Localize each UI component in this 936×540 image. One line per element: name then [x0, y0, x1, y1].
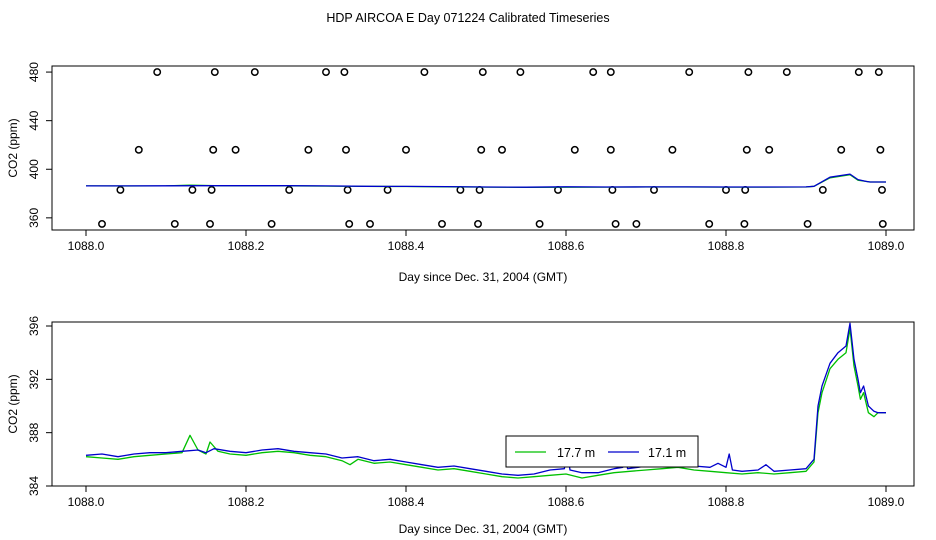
top-panel-outlier-point	[209, 145, 218, 154]
top-panel-y-tick-label: 480	[27, 62, 41, 82]
top-panel-outlier-point	[516, 68, 525, 77]
legend-label-17-1-m: 17.1 m	[648, 446, 686, 460]
top-panel-outlier-point	[210, 68, 219, 77]
top-panel: 1088.0 1088.2 1088.4 1088.6 1088.8 1089.0 360…	[6, 62, 915, 284]
top-panel-frame	[51, 65, 915, 231]
top-panel-outlier-point	[153, 68, 162, 77]
top-panel-outlier-point	[606, 145, 615, 154]
top-panel-outlier-point	[340, 68, 349, 77]
top-panel-y-tick-label: 360	[27, 208, 41, 228]
bottom-panel-x-tick-label: 1088.0	[68, 495, 105, 509]
top-panel-outlier-point	[366, 219, 374, 228]
top-panel-outlier-point	[782, 68, 791, 77]
top-panel-x-tick-label: 1088.8	[708, 239, 745, 253]
bottom-panel-y-tick-label: 392	[27, 369, 41, 389]
top-panel-outlier-point	[765, 145, 774, 154]
top-panel-outlier-point	[818, 185, 827, 194]
bottom-panel-marks	[85, 322, 886, 479]
bottom-panel-x-tick-label: 1088.6	[548, 495, 585, 509]
bottom-panel-y-tick-label: 384	[27, 476, 41, 496]
top-panel-outlier-point	[304, 145, 313, 154]
top-panel-outlier-point	[705, 219, 714, 228]
top-panel-x-tick-label: 1088.2	[228, 239, 265, 253]
top-panel-outlier-point	[878, 219, 887, 228]
top-panel-outlier-point	[477, 145, 486, 154]
top-panel-outlier-point	[570, 145, 579, 154]
top-panel-outlier-point	[742, 145, 751, 154]
top-panel-outlier-point	[632, 219, 641, 228]
top-panel-outlier-point	[740, 219, 749, 228]
legend-label-17-7-m: 17.7 m	[557, 446, 595, 460]
bottom-panel-x-axis-label: Day since Dec. 31, 2004 (GMT)	[399, 522, 568, 536]
top-panel-y-ticks: 360 400 440 480	[27, 62, 52, 228]
top-panel-outlier-point	[250, 68, 259, 77]
top-panel-outlier-point	[474, 219, 482, 228]
top-panel-outlier-point	[231, 145, 240, 154]
top-panel-outlier-point	[535, 219, 544, 228]
top-panel-outlier-point	[837, 145, 846, 154]
bottom-panel-y-tick-label: 388	[27, 422, 41, 442]
chart-title: HDP AIRCOA E Day 071224 Calibrated Times…	[326, 11, 609, 25]
top-panel-outlier-point	[98, 219, 106, 228]
top-panel-outlier-point	[606, 68, 615, 77]
top-panel-x-axis-label: Day since Dec. 31, 2004 (GMT)	[399, 270, 568, 284]
top-panel-outlier-point	[402, 145, 410, 154]
top-panel-outlier-point	[206, 219, 214, 228]
top-panel-outlier-point	[345, 219, 354, 228]
legend: 17.7 m 17.1 m	[505, 435, 699, 468]
top-panel-outlier-point	[285, 185, 294, 194]
top-panel-outlier-point	[170, 219, 179, 228]
top-panel-outlier-point	[668, 145, 677, 154]
top-panel-outlier-point	[207, 185, 216, 194]
top-panel-marks	[85, 68, 887, 228]
bottom-panel-series-line-17-7-m	[85, 328, 886, 479]
top-panel-outlier-point	[589, 68, 598, 77]
bottom-panel-x-tick-label: 1088.4	[388, 495, 425, 509]
top-panel-outlier-point	[650, 185, 658, 194]
bottom-panel-y-axis-label: CO2 (ppm)	[6, 374, 20, 433]
top-panel-outlier-point	[116, 185, 125, 194]
top-panel-outlier-point	[134, 145, 143, 154]
top-panel-x-ticks: 1088.0 1088.2 1088.4 1088.6 1088.8 1089.0	[68, 230, 905, 253]
top-panel-outlier-point	[803, 219, 812, 228]
top-panel-outlier-point	[611, 219, 620, 228]
top-panel-outlier-point	[685, 68, 694, 77]
top-panel-y-tick-label: 440	[27, 110, 41, 130]
top-panel-outlier-point	[342, 145, 350, 154]
top-panel-outlier-point	[322, 68, 330, 77]
top-panel-x-tick-label: 1088.4	[388, 239, 425, 253]
top-panel-outlier-point	[478, 68, 487, 77]
top-panel-outlier-point	[744, 68, 753, 77]
top-panel-series-line-17-1-m	[86, 173, 886, 188]
top-panel-outlier-point	[878, 185, 886, 194]
top-panel-x-tick-label: 1089.0	[868, 239, 905, 253]
bottom-panel-x-tick-label: 1088.8	[708, 495, 745, 509]
top-panel-outlier-point	[854, 68, 863, 77]
top-panel-x-tick-label: 1088.6	[548, 239, 585, 253]
top-panel-outlier-point	[876, 145, 885, 154]
bottom-panel-frame	[51, 321, 915, 487]
top-panel-outlier-point	[420, 68, 429, 77]
top-panel-y-axis-label: CO2 (ppm)	[6, 118, 20, 177]
top-panel-outlier-point	[267, 219, 276, 228]
top-panel-outlier-point	[438, 219, 446, 228]
top-panel-outlier-point	[456, 185, 465, 194]
top-panel-outlier-point	[343, 185, 352, 194]
bottom-panel-x-tick-label: 1089.0	[868, 495, 905, 509]
top-panel-outlier-point	[188, 185, 197, 194]
bottom-panel-x-ticks: 1088.0 1088.2 1088.4 1088.6 1088.8 1089.0	[68, 486, 905, 509]
bottom-panel: 1088.0 1088.2 1088.4 1088.6 1088.8 1089.0 384…	[6, 316, 915, 536]
top-panel-y-tick-label: 400	[27, 159, 41, 179]
top-panel-outlier-point	[383, 185, 392, 194]
top-panel-outlier-point	[874, 68, 883, 77]
top-panel-x-tick-label: 1088.0	[68, 239, 105, 253]
bottom-panel-series-line-17-1-m	[85, 322, 886, 476]
top-panel-outlier-point	[498, 145, 506, 154]
bottom-panel-y-tick-label: 396	[27, 316, 41, 336]
bottom-panel-y-ticks: 384 388 392 396	[27, 316, 52, 496]
bottom-panel-x-tick-label: 1088.2	[228, 495, 265, 509]
